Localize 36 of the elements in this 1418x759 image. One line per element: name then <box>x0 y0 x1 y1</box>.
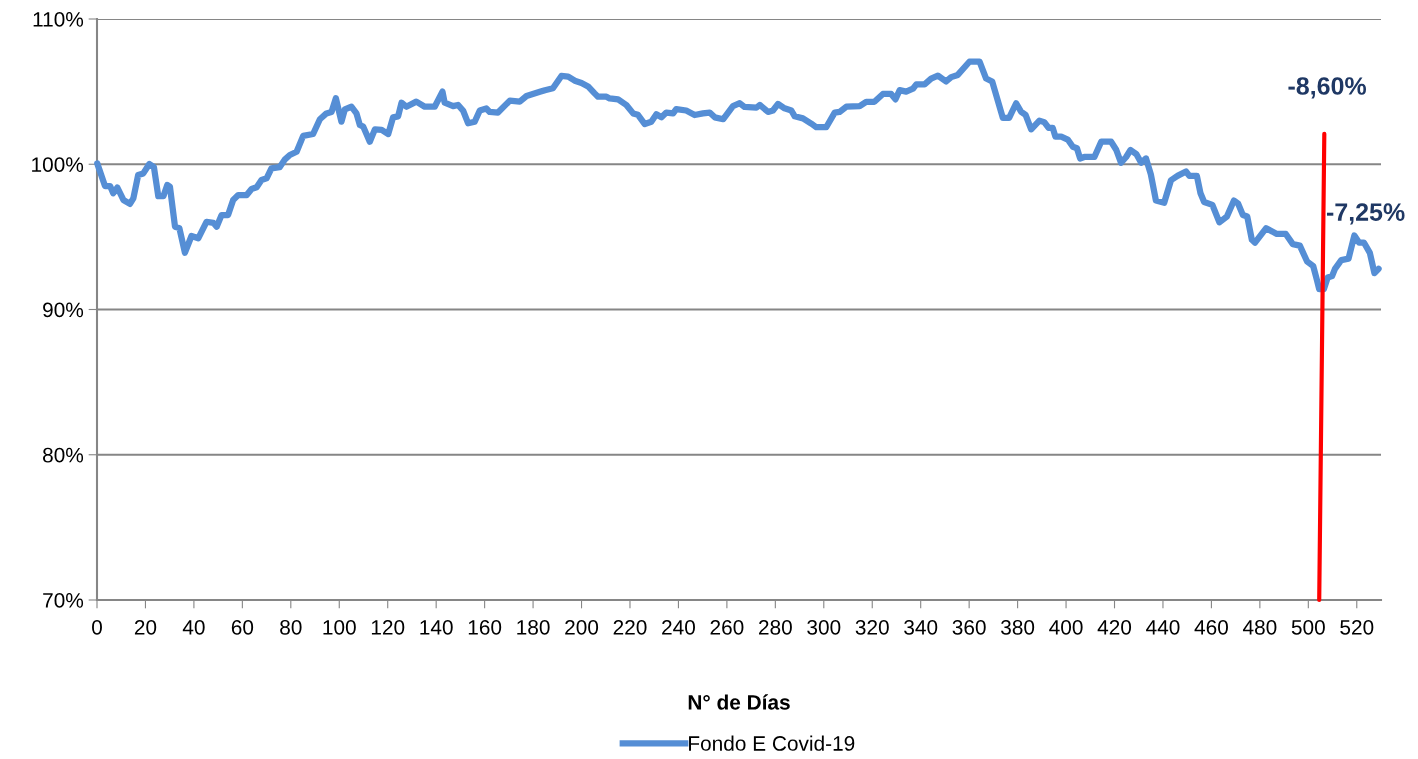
x-tick-label: 160 <box>468 619 502 635</box>
x-tick-label: 440 <box>1146 619 1180 635</box>
x-tick-label: 380 <box>1001 619 1035 635</box>
x-tick-label: 0 <box>92 619 102 635</box>
y-tick-label: 70% <box>43 593 84 608</box>
x-tick-label: 360 <box>952 619 986 635</box>
y-tick-label: 110% <box>33 12 84 27</box>
x-axis-title: N° de Días <box>688 694 790 710</box>
x-tick-label: 40 <box>182 619 205 635</box>
x-tick-label: 120 <box>371 619 405 635</box>
x-tick-label: 420 <box>1097 619 1132 635</box>
annotation: -8,60% <box>1288 77 1367 99</box>
x-tick-label: 200 <box>565 619 599 635</box>
x-tick-label: 520 <box>1340 619 1374 635</box>
y-tick-label: 100% <box>32 157 84 172</box>
x-tick-label: 300 <box>807 619 841 635</box>
x-tick-label: 320 <box>855 619 889 635</box>
x-tick-label: 340 <box>904 619 938 635</box>
x-tick-label: 500 <box>1291 619 1325 635</box>
x-tick-label: 60 <box>231 619 254 635</box>
y-tick-label: 80% <box>43 447 84 463</box>
x-tick-label: 260 <box>710 619 744 635</box>
y-tick-label: 90% <box>43 302 84 318</box>
x-tick-label: 140 <box>420 619 453 635</box>
x-tick-label: 20 <box>134 619 157 635</box>
x-tick-label: 100 <box>323 619 356 635</box>
legend-label: Fondo E Covid-19 <box>689 735 855 751</box>
x-tick-label: 220 <box>613 619 647 635</box>
x-tick-label: 80 <box>280 619 302 635</box>
x-tick-label: 240 <box>662 619 695 635</box>
x-tick-label: 280 <box>759 619 792 635</box>
annotation: -7,25% <box>1326 203 1405 225</box>
x-tick-label: 180 <box>517 619 550 635</box>
x-tick-label: 400 <box>1049 619 1083 635</box>
x-tick-label: 460 <box>1194 619 1228 635</box>
x-tick-label: 480 <box>1242 619 1277 635</box>
